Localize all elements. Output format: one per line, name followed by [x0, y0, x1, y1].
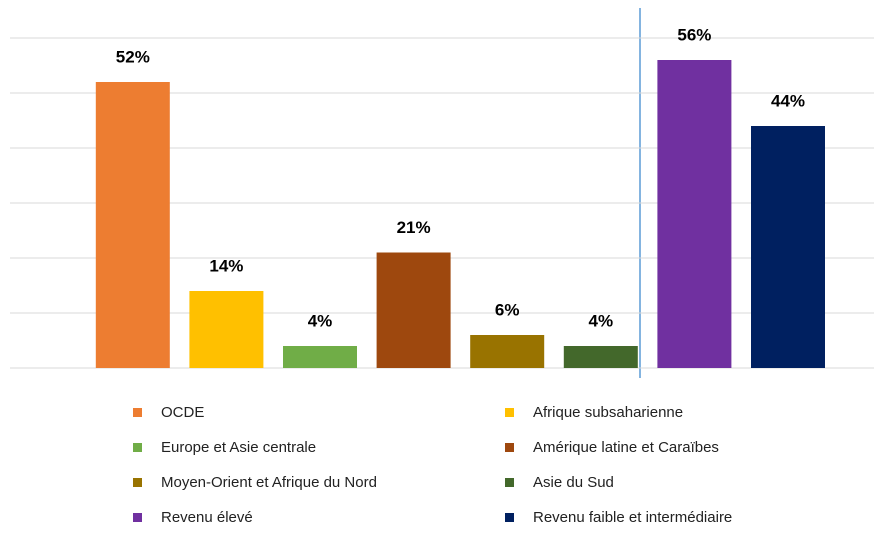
legend-label: OCDE: [161, 404, 204, 421]
legend-swatch: [133, 408, 142, 417]
bar: [95, 82, 170, 368]
legend-label: Moyen-Orient et Afrique du Nord: [161, 474, 377, 491]
value-label: 4%: [308, 311, 333, 330]
legend-swatch: [133, 443, 142, 452]
legend-swatch: [133, 513, 142, 522]
legend-swatch: [505, 408, 514, 417]
legend-label: Revenu faible et intermédiaire: [533, 509, 732, 526]
value-label: 21%: [397, 218, 431, 237]
legend-swatch: [505, 443, 514, 452]
legend-swatch: [133, 478, 142, 487]
value-label: 6%: [495, 300, 520, 319]
bar: [657, 60, 732, 368]
legend-label: Asie du Sud: [533, 474, 614, 491]
bar: [189, 291, 264, 368]
bar: [563, 346, 638, 368]
value-label: 44%: [771, 91, 805, 110]
value-label: 52%: [116, 47, 150, 66]
bar: [751, 126, 825, 368]
value-label: 4%: [589, 311, 614, 330]
bar: [470, 335, 545, 368]
legend-label: Europe et Asie centrale: [161, 439, 316, 456]
legend-label: Revenu élevé: [161, 509, 253, 526]
legend-label: Amérique latine et Caraïbes: [533, 439, 719, 456]
bar: [283, 346, 357, 368]
value-label: 56%: [677, 25, 711, 44]
value-label: 14%: [209, 256, 243, 275]
bar: [376, 252, 451, 368]
legend-label: Afrique subsaharienne: [533, 404, 683, 421]
legend-swatch: [505, 478, 514, 487]
legend-swatch: [505, 513, 514, 522]
